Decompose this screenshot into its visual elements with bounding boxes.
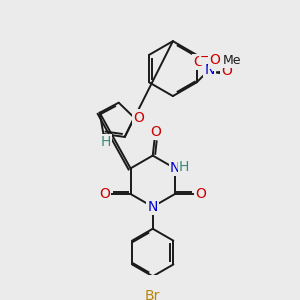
Text: H: H xyxy=(101,135,111,149)
Text: Me: Me xyxy=(223,54,242,67)
Text: O: O xyxy=(100,187,110,201)
Text: O: O xyxy=(193,55,204,69)
Text: N: N xyxy=(204,62,214,76)
Text: O: O xyxy=(195,187,206,201)
Text: Br: Br xyxy=(145,290,160,300)
Text: +: + xyxy=(213,60,222,70)
Text: O: O xyxy=(150,125,161,139)
Text: O: O xyxy=(209,53,220,68)
Text: O: O xyxy=(221,64,232,78)
Text: N: N xyxy=(170,161,180,176)
Text: H: H xyxy=(179,160,189,173)
Text: N: N xyxy=(148,200,158,214)
Text: −: − xyxy=(200,51,210,64)
Text: O: O xyxy=(133,111,144,124)
